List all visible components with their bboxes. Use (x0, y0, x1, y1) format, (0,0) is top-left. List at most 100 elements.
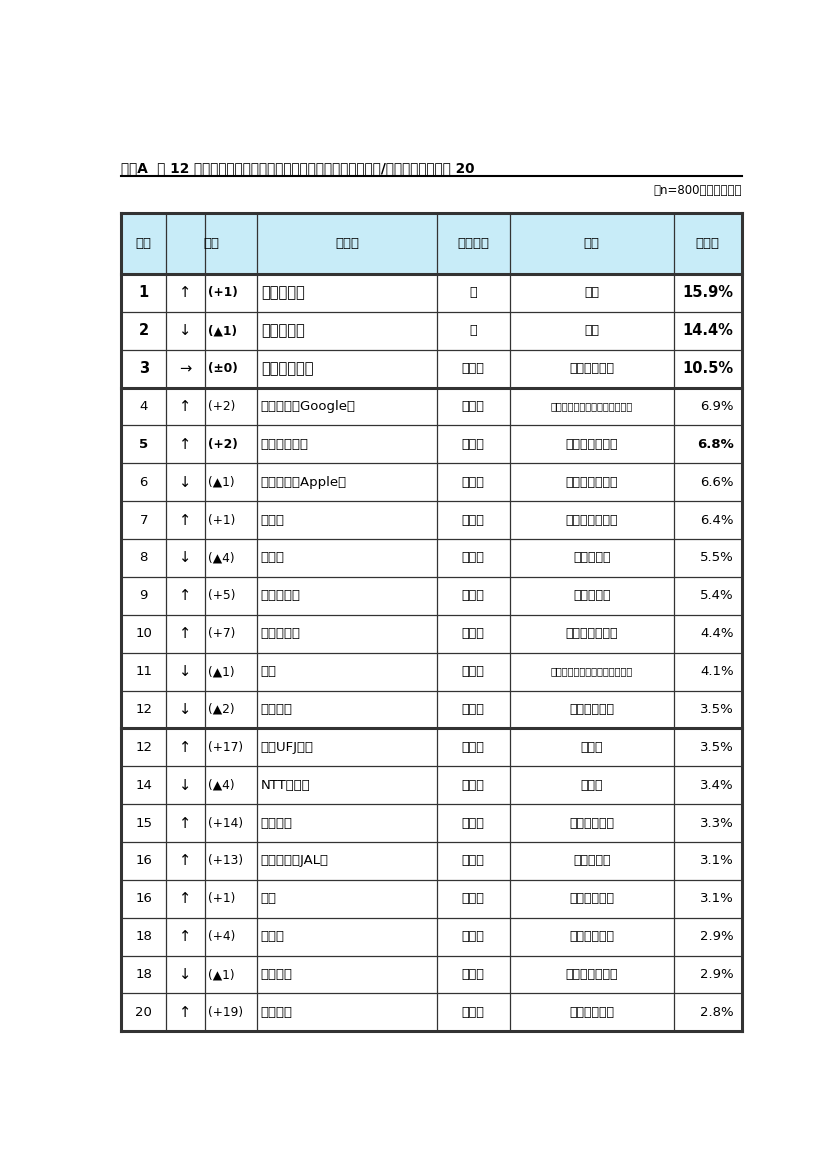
Bar (121, 311, 742, 350)
Bar (121, 274, 742, 311)
Text: 東京都: 東京都 (462, 930, 485, 943)
Bar (121, 464, 742, 501)
Text: (+13): (+13) (207, 855, 243, 868)
Text: 5.5%: 5.5% (700, 552, 733, 564)
Text: ↑: ↑ (179, 930, 192, 944)
Text: アマゾン: アマゾン (260, 703, 293, 715)
Bar (121, 766, 742, 804)
Text: (▲1): (▲1) (207, 475, 234, 488)
Text: (+19): (+19) (207, 1006, 243, 1019)
Text: 通信業: 通信業 (580, 779, 603, 792)
Text: 東京都: 東京都 (462, 703, 485, 715)
Text: (▲4): (▲4) (207, 779, 234, 792)
Text: 2: 2 (139, 323, 149, 338)
Text: (▲1): (▲1) (207, 324, 237, 337)
Text: 無店舗小売業: 無店舗小売業 (570, 703, 614, 715)
Text: グーグル（Google）: グーグル（Google） (260, 400, 356, 413)
Bar (121, 539, 742, 577)
Bar (121, 350, 742, 388)
Text: 5: 5 (139, 438, 148, 451)
Text: 伊藤忠商事: 伊藤忠商事 (260, 628, 301, 641)
Text: 6: 6 (139, 475, 148, 488)
Text: (+1): (+1) (207, 287, 238, 300)
Text: 日本航空（JAL）: 日本航空（JAL） (260, 855, 328, 868)
Text: 各種商品卸売業: 各種商品卸売業 (565, 968, 618, 981)
Bar (121, 425, 742, 464)
Text: (+4): (+4) (207, 930, 235, 943)
Text: ↑: ↑ (179, 286, 192, 301)
Text: 明治: 明治 (260, 892, 276, 905)
Text: (+1): (+1) (207, 514, 235, 527)
Text: (+17): (+17) (207, 741, 243, 754)
Text: 公務: 公務 (584, 287, 599, 300)
Text: 東京都: 東京都 (462, 741, 485, 754)
Text: ↑: ↑ (179, 588, 192, 603)
Text: 15.9%: 15.9% (683, 286, 733, 301)
Text: 化粧品製造業: 化粧品製造業 (570, 930, 614, 943)
Bar (121, 918, 742, 956)
Text: 医薬品製造業: 医薬品製造業 (570, 1006, 614, 1019)
Text: 地方公務員: 地方公務員 (260, 323, 305, 338)
Text: 公務: 公務 (584, 324, 599, 337)
Text: 18: 18 (135, 930, 152, 943)
Text: 東京都: 東京都 (462, 475, 485, 488)
Text: 10.5%: 10.5% (682, 361, 733, 376)
Text: ↓: ↓ (179, 323, 192, 338)
Text: 11: 11 (135, 665, 152, 678)
Bar (121, 691, 742, 728)
Text: 国家公務員: 国家公務員 (260, 286, 305, 301)
Text: 7: 7 (139, 514, 148, 527)
Text: ↑: ↑ (179, 513, 192, 528)
Text: 東京都: 東京都 (462, 779, 485, 792)
Text: 任天堂: 任天堂 (260, 552, 285, 564)
Text: 2.9%: 2.9% (700, 930, 733, 943)
Bar (121, 501, 742, 539)
Text: 楽天: 楽天 (260, 665, 276, 678)
Bar (121, 804, 742, 842)
Text: 銀行業: 銀行業 (580, 741, 603, 754)
Text: カルビー: カルビー (260, 816, 293, 829)
Text: 順位: 順位 (136, 237, 152, 249)
Text: ↓: ↓ (179, 967, 192, 982)
Text: NTTドコモ: NTTドコモ (260, 779, 311, 792)
Text: 東京都: 東京都 (462, 855, 485, 868)
Text: ソニー: ソニー (260, 514, 285, 527)
Text: 自動車製造業: 自動車製造業 (570, 362, 614, 375)
Text: 9: 9 (139, 589, 148, 602)
Bar (121, 213, 742, 274)
Text: 6.6%: 6.6% (700, 475, 733, 488)
Text: 大阪府: 大阪府 (462, 438, 485, 451)
Text: (+5): (+5) (207, 589, 235, 602)
Text: ↑: ↑ (179, 1005, 192, 1020)
Text: 8: 8 (139, 552, 148, 564)
Text: （n=800／複数回答）: （n=800／複数回答） (654, 184, 742, 197)
Text: (+7): (+7) (207, 628, 235, 641)
Bar (121, 388, 742, 425)
Text: 2.9%: 2.9% (700, 968, 733, 981)
Text: ↓: ↓ (179, 474, 192, 489)
Text: (+14): (+14) (207, 816, 243, 829)
Bar (121, 728, 742, 766)
Text: 東京都: 東京都 (462, 892, 485, 905)
Text: 航空運輸業: 航空運輸業 (573, 855, 611, 868)
Text: ↑: ↑ (179, 815, 192, 830)
Text: (▲2): (▲2) (207, 703, 234, 715)
Text: 武田薬品: 武田薬品 (260, 1006, 293, 1019)
Text: (+2): (+2) (207, 400, 235, 413)
Text: 電気機器製造業: 電気機器製造業 (565, 514, 618, 527)
Text: 16: 16 (135, 855, 152, 868)
Text: 6.4%: 6.4% (700, 514, 733, 527)
Text: 2.8%: 2.8% (700, 1006, 733, 1019)
Text: 20: 20 (135, 1006, 152, 1019)
Text: (▲1): (▲1) (207, 968, 234, 981)
Text: 変動: 変動 (203, 237, 219, 249)
Text: 食料品製造業: 食料品製造業 (570, 892, 614, 905)
Text: アップル（Apple）: アップル（Apple） (260, 475, 347, 488)
Text: 4.1%: 4.1% (700, 665, 733, 678)
Text: 15: 15 (135, 816, 152, 829)
Text: →: → (179, 361, 192, 376)
Text: 大阪府: 大阪府 (462, 589, 485, 602)
Text: 三井物産: 三井物産 (260, 968, 293, 981)
Text: トヨタ自動車: トヨタ自動車 (260, 361, 313, 376)
Text: 東京都: 東京都 (462, 400, 485, 413)
